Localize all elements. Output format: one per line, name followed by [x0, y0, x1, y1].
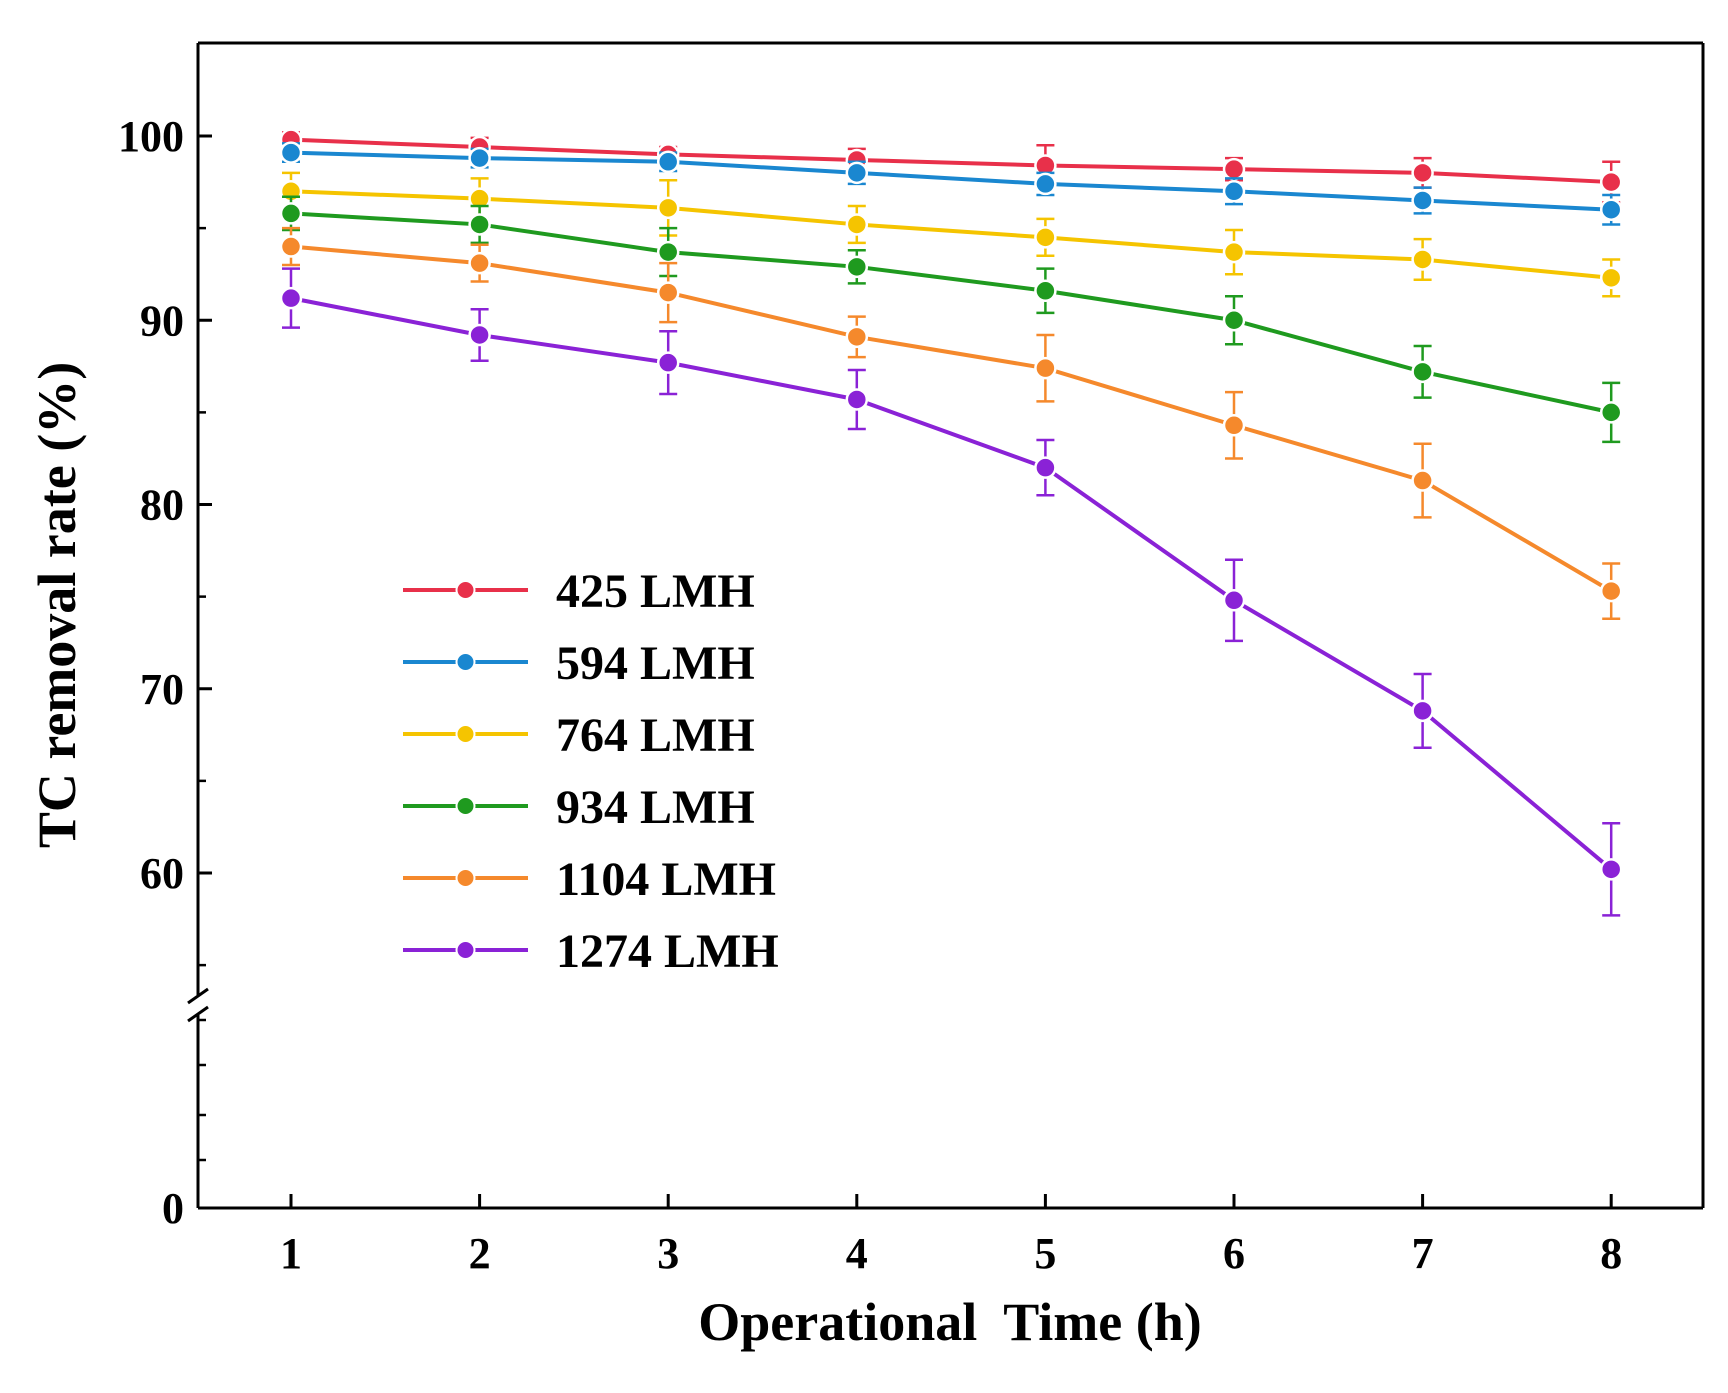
data-point	[845, 213, 869, 236]
series-1104-lmh	[279, 226, 1623, 620]
series-934-lmh	[279, 195, 1623, 444]
data-point	[656, 240, 680, 264]
series-line	[290, 211, 1612, 415]
data-point	[1222, 414, 1246, 437]
x-tick-label: 3	[657, 1229, 679, 1278]
data-point	[1222, 240, 1246, 264]
legend-swatch-marker	[455, 724, 476, 744]
legend-item: 764 LMH	[403, 709, 755, 762]
x-tick-label: 5	[1034, 1229, 1056, 1278]
data-point	[1411, 360, 1434, 384]
data-point	[468, 213, 491, 236]
data-point	[656, 351, 680, 374]
y-tick-label: 60	[140, 849, 184, 898]
data-point	[1222, 180, 1246, 203]
y-tick-label: 100	[118, 112, 184, 161]
data-point	[845, 325, 869, 349]
data-point	[1034, 356, 1057, 380]
legend-item: 594 LMH	[403, 637, 755, 690]
data-point	[845, 388, 869, 411]
data-point	[1411, 248, 1434, 271]
data-point	[1034, 279, 1057, 303]
legend: 425 LMH 594 LMH 764 LMH 934 LMH 1104 LMH 1274…	[403, 565, 779, 978]
plot-frame	[198, 41, 1705, 1210]
series-594-lmh	[279, 141, 1623, 226]
data-point	[279, 202, 303, 225]
legend-swatch-marker	[455, 868, 476, 888]
data-point	[845, 161, 869, 185]
legend-label: 1274 LMH	[556, 925, 779, 978]
data-point	[1411, 161, 1434, 185]
legend-item: 425 LMH	[403, 565, 755, 618]
x-tick-label: 2	[469, 1229, 491, 1278]
data-point	[845, 255, 869, 279]
data-point	[1222, 157, 1246, 181]
data-point	[656, 196, 680, 220]
y-axis-title: TC removal rate (%)	[27, 362, 87, 848]
legend-label: 934 LMH	[556, 781, 755, 834]
legend-label: 425 LMH	[556, 565, 755, 618]
data-point	[1599, 198, 1623, 221]
data-point	[468, 323, 491, 347]
x-tick-label: 4	[846, 1229, 868, 1278]
x-axis: 1 2 3 4 5 6 7 8	[280, 1194, 1622, 1278]
data-point	[279, 235, 303, 258]
legend-label: 764 LMH	[556, 709, 755, 762]
data-point	[1034, 172, 1057, 196]
y-tick-label: 80	[140, 481, 184, 530]
data-point	[1222, 309, 1246, 332]
x-tick-label: 6	[1223, 1229, 1245, 1278]
series-line	[290, 150, 1612, 212]
legend-item: 1274 LMH	[403, 925, 779, 978]
data-point	[1599, 266, 1623, 290]
x-tick-label: 1	[280, 1229, 302, 1278]
data-point	[1411, 469, 1434, 492]
series-line	[290, 296, 1613, 871]
data-point	[1599, 579, 1623, 603]
data-point	[1599, 858, 1623, 881]
data-point	[1034, 456, 1057, 479]
data-point	[279, 286, 303, 310]
x-tick-label: 8	[1600, 1229, 1622, 1278]
legend-swatch-marker	[455, 796, 476, 816]
data-point	[656, 150, 680, 174]
data-point	[279, 141, 303, 164]
legend-swatch-marker	[455, 580, 476, 600]
y-tick-label: 70	[140, 665, 184, 714]
axis-break-mark	[187, 1005, 209, 1023]
legend-item: 934 LMH	[403, 781, 755, 834]
data-point	[1034, 226, 1057, 249]
data-point	[1599, 401, 1623, 424]
legend-swatch-marker	[455, 652, 476, 672]
axis-break-mark	[187, 987, 209, 1005]
series-line	[290, 244, 1613, 593]
x-axis-title: Operational Time (h)	[698, 1292, 1202, 1352]
series-line	[290, 189, 1612, 280]
data-point	[656, 281, 680, 304]
series-line	[290, 137, 1612, 185]
data-point	[1411, 699, 1434, 723]
y-axis: 0 60 70 80 90 100	[118, 43, 212, 1233]
series-1274-lmh	[279, 267, 1623, 917]
data-point	[1599, 170, 1623, 194]
y-tick-label: 0	[162, 1184, 184, 1233]
data-point	[468, 251, 491, 275]
x-tick-label: 7	[1412, 1229, 1434, 1278]
data-point	[1222, 589, 1246, 612]
legend-swatch-marker	[455, 940, 476, 960]
y-tick-label: 90	[140, 296, 184, 345]
data-point	[1411, 189, 1434, 212]
legend-label: 1104 LMH	[556, 853, 776, 906]
data-point	[468, 146, 491, 170]
legend-item: 1104 LMH	[403, 853, 776, 906]
legend-label: 594 LMH	[556, 637, 755, 690]
series-layer	[279, 128, 1623, 917]
